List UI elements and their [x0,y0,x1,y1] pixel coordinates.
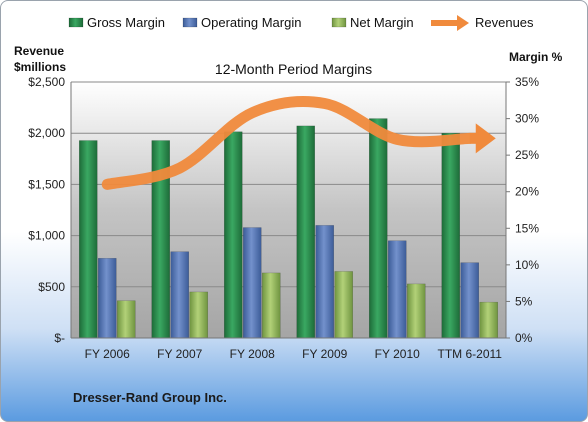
operating-margin-bar [243,227,262,339]
operating-margin-legend-swatch [182,17,198,28]
left-tick-label: $1,500 [28,177,65,191]
right-tick-label: 35% [515,75,539,89]
left-tick-label: $2,000 [28,126,65,140]
gross-margin-legend-swatch [68,17,84,28]
left-tick-label: $- [54,331,65,345]
net-margin-bar [189,291,208,339]
right-tick-label: 20% [515,185,539,199]
operating-margin-bar [170,251,189,339]
net-margin-bar [479,301,498,339]
left-axis-label-line1: Revenue [14,44,64,58]
x-tick-label: FY 2007 [157,347,202,361]
net-margin-bar [334,271,353,339]
gross-margin-bar [224,131,243,339]
bar-series [79,118,498,339]
gross-margin-bar [79,140,98,339]
gross-margin-legend-label: Gross Margin [87,15,165,30]
company-name: Dresser-Rand Group Inc. [73,390,227,405]
net-margin-legend-label: Net Margin [350,15,414,30]
axes: $- $500 $1,000 $1,500 $2,000 $2,500 0% 5% 10% 15%… [28,75,539,361]
net-margin-bar [262,272,281,339]
revenues-legend-arrow [457,15,469,31]
net-margin-legend-swatch [331,17,347,28]
right-axis-label: Margin % [509,50,563,64]
operating-margin-bar [460,262,479,339]
right-tick-label: 0% [515,331,533,345]
operating-margin-bar [98,258,117,339]
gross-margin-bar [369,118,388,339]
operating-margin-legend-label: Operating Margin [201,15,301,30]
x-tick-label: FY 2008 [230,347,275,361]
gross-margin-bar [296,125,315,339]
left-tick-label: $2,500 [28,75,65,89]
plot-area [71,82,506,338]
gross-margin-bar [441,132,460,339]
left-axis-label-line2: $millions [14,60,66,74]
right-tick-label: 15% [515,221,539,235]
right-tick-label: 25% [515,148,539,162]
revenues-line [101,96,476,190]
revenues-legend-label: Revenues [475,15,534,30]
net-margin-bar [117,300,136,339]
operating-margin-bar [315,225,334,339]
right-tick-label: 5% [515,294,533,308]
net-margin-bar [407,283,426,339]
left-tick-label: $1,000 [28,229,65,243]
right-tick-label: 30% [515,112,539,126]
left-tick-label: $500 [38,280,65,294]
x-tick-label: TTM 6-2011 [438,347,503,361]
x-tick-label: FY 2009 [302,347,347,361]
legend: Gross Margin Operating Margin Net Margin Re… [68,15,534,31]
revenue-line [101,96,496,190]
x-tick-label: FY 2006 [85,347,130,361]
x-tick-label: FY 2010 [375,347,420,361]
chart-title: 12-Month Period Margins [215,61,372,77]
operating-margin-bar [388,240,407,339]
right-tick-label: 10% [515,258,539,272]
revenues-arrowhead [475,123,496,154]
